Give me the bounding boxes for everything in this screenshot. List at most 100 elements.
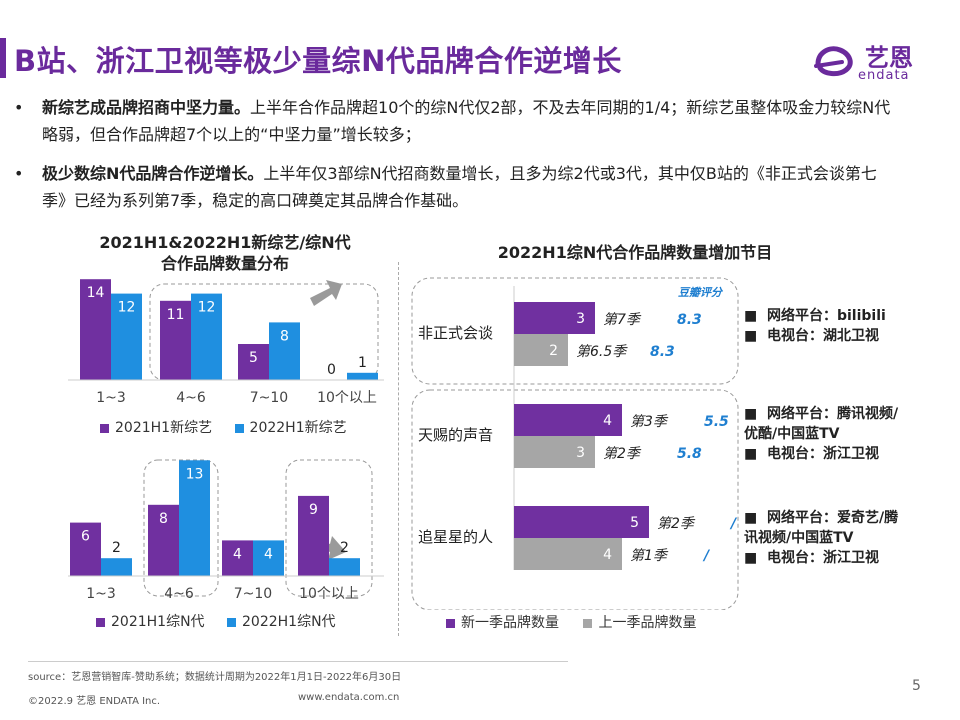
legend-swatch bbox=[227, 617, 236, 627]
bullet-dot: • bbox=[14, 164, 24, 183]
bar bbox=[514, 538, 622, 570]
bar-value-label: 3 bbox=[576, 311, 585, 327]
bar-value-label: 4 bbox=[603, 413, 612, 429]
bar bbox=[253, 540, 284, 576]
legend-chart3: 新一季品牌数量 上一季品牌数量 bbox=[446, 612, 696, 632]
platform-network: 网络平台：爱奇艺/腾 bbox=[766, 510, 899, 526]
footer-copyright: ©2022.9 艺恩 ENDATA Inc. bbox=[28, 696, 161, 707]
platform-network-cont: 讯视频/中国蓝TV bbox=[744, 530, 854, 546]
bar-value-label: 2 bbox=[549, 343, 558, 359]
season-label: 第2季 bbox=[657, 516, 696, 532]
category-tick-label: 4~6 bbox=[176, 390, 206, 406]
program-box bbox=[411, 389, 739, 610]
bar-value-label: 13 bbox=[186, 466, 204, 482]
bullet-2-text: 上半年仅3部综N代招商数量增长，且多为综2代或3代，其中仅B站的《非正式会谈第七… bbox=[42, 164, 877, 210]
bar-value-label: 2 bbox=[340, 540, 349, 556]
legend-label: 2022H1新综艺 bbox=[249, 420, 347, 436]
footer-divider bbox=[28, 661, 568, 662]
bar bbox=[191, 293, 222, 380]
legend-item-2022-n: 2022H1综N代 bbox=[227, 614, 336, 630]
bar bbox=[514, 302, 595, 334]
season-label: 第2季 bbox=[603, 446, 642, 462]
legend-swatch bbox=[446, 618, 455, 628]
highlight-box bbox=[149, 283, 379, 381]
bar bbox=[179, 460, 210, 576]
left-chart-title-line1: 2021H1&2022H1新综艺/综N代 bbox=[99, 233, 351, 252]
legend-item-2021-n: 2021H1综N代 bbox=[96, 614, 205, 630]
bar bbox=[101, 558, 132, 576]
bar bbox=[160, 300, 191, 380]
platform-network-cont: 优酷/中国蓝TV bbox=[744, 426, 840, 442]
season-label: 第3季 bbox=[630, 414, 669, 430]
bar-value-label: 9 bbox=[309, 502, 318, 518]
bar bbox=[111, 293, 142, 380]
category-tick-label: 1~3 bbox=[86, 586, 116, 602]
bullet-2: • 极少数综N代品牌合作逆增长。上半年仅3部综N代招商数量增长，且多为综2代或3… bbox=[14, 160, 894, 214]
category-tick-label: 1~3 bbox=[96, 390, 126, 406]
legend-swatch bbox=[583, 618, 593, 628]
legend-label: 新一季品牌数量 bbox=[461, 615, 559, 631]
rating-value: 8.3 bbox=[650, 344, 675, 360]
legend-swatch bbox=[96, 617, 105, 627]
bar-value-label: 2 bbox=[112, 540, 121, 556]
bar-value-label: 3 bbox=[576, 445, 585, 461]
bar bbox=[70, 522, 101, 576]
bar-value-label: 1 bbox=[358, 355, 367, 371]
right-chart-title: 2022H1综N代合作品牌数量增加节目 bbox=[497, 243, 773, 262]
square-bullet-icon: ■ bbox=[744, 510, 758, 526]
platform-tv: 电视台：湖北卫视 bbox=[766, 328, 879, 344]
bar bbox=[514, 404, 622, 436]
program-name-label: 追星星的人 bbox=[418, 528, 493, 546]
page-number: 5 bbox=[912, 678, 921, 694]
bar bbox=[222, 540, 253, 576]
left-chart-title-line2: 合作品牌数量分布 bbox=[160, 254, 289, 273]
platform-tv: 电视台：浙江卫视 bbox=[766, 446, 879, 462]
bar bbox=[80, 279, 111, 380]
bar-value-label: 12 bbox=[118, 300, 136, 316]
legend-item-prev-season: 上一季品牌数量 bbox=[583, 615, 696, 631]
square-bullet-icon: ■ bbox=[744, 308, 758, 324]
bar bbox=[514, 334, 568, 366]
highlight-box bbox=[143, 459, 219, 597]
season-label: 第1季 bbox=[630, 548, 669, 564]
program-box bbox=[411, 277, 739, 385]
bar bbox=[238, 344, 269, 380]
legend-label: 上一季品牌数量 bbox=[598, 615, 697, 631]
bar-value-label: 11 bbox=[167, 307, 185, 323]
bar-value-label: 8 bbox=[280, 328, 289, 344]
bar bbox=[514, 436, 595, 468]
category-tick-label: 4~6 bbox=[164, 586, 194, 602]
bar bbox=[269, 322, 300, 380]
page-title: B站、浙江卫视等极少量综N代品牌合作逆增长 bbox=[14, 44, 622, 78]
square-bullet-icon: ■ bbox=[744, 406, 758, 422]
legend-swatch bbox=[100, 423, 109, 433]
bar bbox=[298, 495, 329, 576]
rating-value: 5.8 bbox=[677, 446, 702, 462]
left-charts: 14 12 1~3 11 12 4~6 5 8 7~10 0 1 10个以上 6 2 1~3 8 13 4~6 4… bbox=[68, 279, 384, 602]
bar-value-label: 4 bbox=[233, 546, 242, 562]
bar-value-label: 4 bbox=[264, 546, 273, 562]
rating-value: / bbox=[702, 548, 711, 564]
footer-source: source：艺恩营销智库-赞助系统；数据统计周期为2022年1月1日-2022… bbox=[28, 672, 402, 683]
program-name-label: 非正式会谈 bbox=[418, 324, 493, 342]
legend-label: 2021H1新综艺 bbox=[115, 420, 213, 436]
legend-chart1: 2021H1新综艺 2022H1新综艺 bbox=[100, 417, 347, 437]
bar-value-label: 12 bbox=[198, 300, 216, 316]
legend-label: 2021H1综N代 bbox=[111, 614, 205, 630]
legend-item-2022-new: 2022H1新综艺 bbox=[234, 420, 347, 436]
square-bullet-icon: ■ bbox=[744, 550, 758, 566]
season-label: 第7季 bbox=[603, 312, 642, 328]
category-tick-label: 7~10 bbox=[234, 586, 272, 602]
rating-header: 豆瓣评分 bbox=[678, 286, 724, 299]
category-tick-label: 7~10 bbox=[250, 390, 288, 406]
platform-network: 网络平台：bilibili bbox=[766, 308, 886, 324]
bar bbox=[514, 506, 649, 538]
season-label: 第6.5季 bbox=[576, 344, 628, 360]
legend-swatch bbox=[234, 423, 244, 433]
category-tick-label: 10个以上 bbox=[317, 390, 377, 406]
square-bullet-icon: ■ bbox=[744, 446, 758, 462]
platform-note-1: ■ 网络平台：bilibili ■ 电视台：湖北卫视 bbox=[744, 306, 944, 346]
endata-logo-icon bbox=[814, 46, 853, 77]
bar-value-label: 5 bbox=[249, 350, 258, 366]
footer-url[interactable]: www.endata.com.cn bbox=[298, 692, 400, 703]
